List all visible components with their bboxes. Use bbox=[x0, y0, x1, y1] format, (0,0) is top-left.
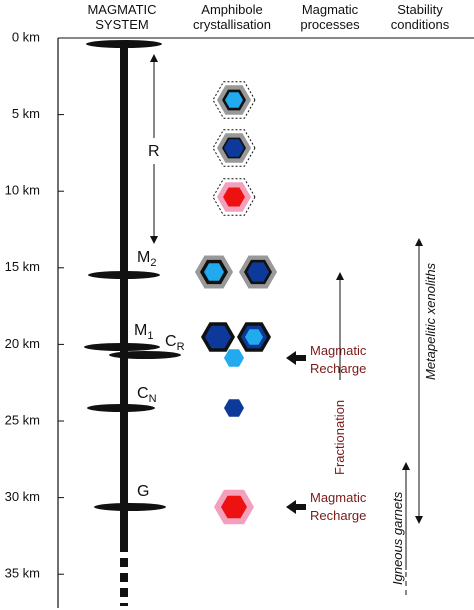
process-label: Magmatic bbox=[310, 490, 367, 505]
amphibole bbox=[223, 187, 245, 207]
sill bbox=[84, 343, 160, 351]
depth-label: 15 km bbox=[5, 259, 40, 274]
process-label: Recharge bbox=[310, 508, 366, 523]
reservoir-label: CR bbox=[165, 333, 185, 353]
depth-label: 20 km bbox=[5, 336, 40, 351]
amphibole bbox=[212, 178, 256, 216]
label-main: C bbox=[137, 385, 149, 402]
amphibole bbox=[224, 139, 244, 157]
reservoir-label: R bbox=[148, 143, 160, 160]
amphibole bbox=[205, 325, 231, 349]
label-sub: 1 bbox=[147, 330, 153, 342]
amphibole bbox=[224, 399, 244, 417]
process-label: Magmatic bbox=[310, 343, 367, 358]
amphibole bbox=[224, 349, 244, 367]
depth-label: 30 km bbox=[5, 489, 40, 504]
amphibole bbox=[204, 263, 224, 281]
amphibole bbox=[212, 129, 256, 167]
amphibole bbox=[212, 81, 256, 119]
process-label: Recharge bbox=[310, 361, 366, 376]
process-label: Fractionation bbox=[332, 400, 347, 475]
stability-label: Igneous garnets bbox=[390, 491, 405, 585]
amphibole bbox=[225, 92, 243, 108]
recharge-arrow bbox=[286, 500, 306, 514]
amphiboles bbox=[195, 81, 277, 525]
sill bbox=[86, 40, 162, 48]
amphibole bbox=[247, 262, 269, 282]
header: processes bbox=[300, 17, 360, 32]
sill bbox=[94, 503, 166, 511]
header: crystallisation bbox=[193, 17, 271, 32]
stability-label: Metapelitic xenoliths bbox=[423, 262, 438, 380]
amphibole bbox=[245, 329, 263, 345]
depth-label: 5 km bbox=[12, 106, 40, 121]
reservoir-label: G bbox=[137, 483, 149, 500]
header: conditions bbox=[391, 17, 450, 32]
reservoir-label: M1 bbox=[134, 322, 153, 342]
label-sub: 2 bbox=[150, 257, 156, 269]
header: MAGMATIC bbox=[87, 2, 156, 17]
depth-label: 0 km bbox=[12, 29, 40, 44]
header: SYSTEM bbox=[95, 17, 148, 32]
header: Magmatic bbox=[302, 2, 359, 17]
label-sub: R bbox=[177, 341, 185, 353]
amphibole bbox=[221, 495, 247, 519]
label-main: M bbox=[134, 322, 147, 339]
label-sub: N bbox=[149, 393, 157, 405]
reservoir-label: CN bbox=[137, 385, 157, 405]
depth-ticks: 0 km 5 km 10 km 15 km 20 km 25 km 30 km 35 km bbox=[5, 29, 64, 581]
reservoir-label: M2 bbox=[137, 249, 156, 269]
depth-label: 10 km bbox=[5, 183, 40, 198]
sill bbox=[87, 404, 155, 412]
recharge-arrow bbox=[286, 351, 306, 365]
depth-label: 25 km bbox=[5, 412, 40, 427]
sill bbox=[109, 351, 181, 359]
header: Stability bbox=[397, 2, 443, 17]
depth-label: 35 km bbox=[5, 566, 40, 581]
label-main: M bbox=[137, 249, 150, 266]
header: Amphibole bbox=[201, 2, 262, 17]
label-main: C bbox=[165, 333, 177, 350]
sill bbox=[88, 271, 160, 279]
